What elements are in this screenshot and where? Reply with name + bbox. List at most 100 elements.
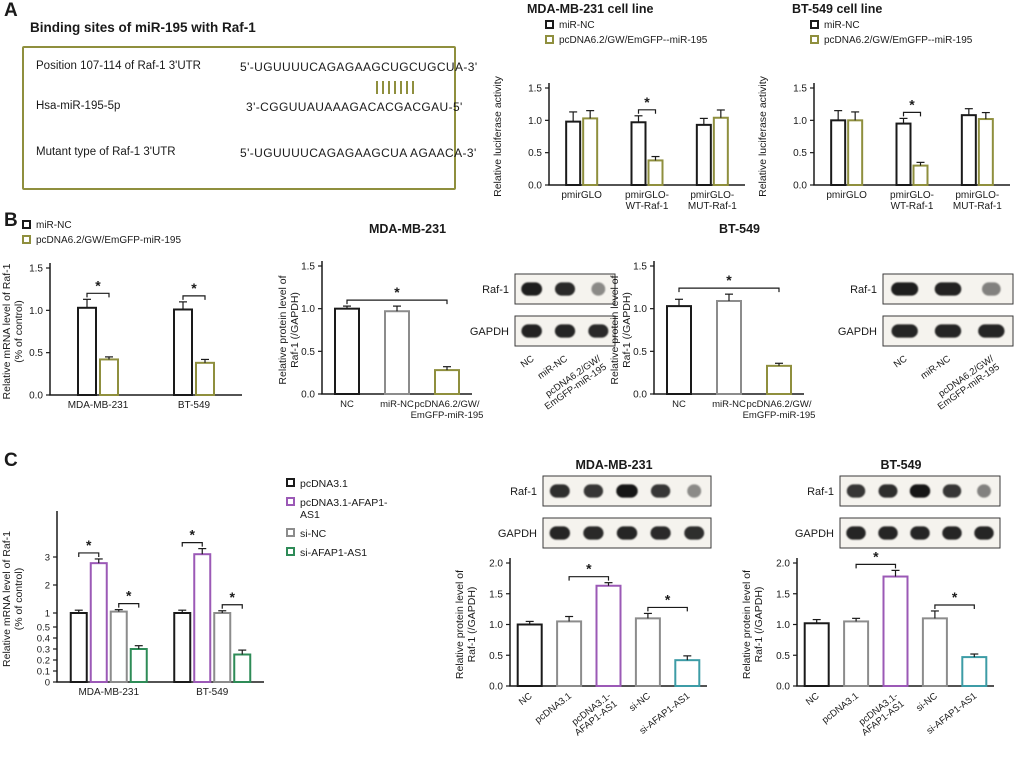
chart-rect bbox=[942, 526, 962, 540]
chart-text: pcDNA3.1-AFAP1-AS1 bbox=[854, 691, 907, 739]
chart-rect bbox=[909, 484, 931, 498]
legend-swatch bbox=[286, 547, 295, 557]
chart-text: * bbox=[95, 277, 101, 293]
chart-text: Raf-1 (/GAPDH) bbox=[289, 292, 301, 368]
chart-rect bbox=[213, 612, 232, 683]
chart-text: Relative mRNA level of Raf-1 bbox=[1, 263, 13, 399]
chart-text: si-NC bbox=[627, 691, 653, 714]
chart-rect bbox=[674, 659, 701, 687]
chart-title: MDA-MB-231 bbox=[575, 458, 653, 472]
chart-text: 1.0 bbox=[301, 304, 315, 315]
chart-mrna-raf1: miR-NC pcDNA6.2/GW/EmGFP-miR-195 0.0 0.5 1.… bbox=[1, 214, 274, 454]
chart-text: 0.0 bbox=[633, 390, 647, 401]
chart-text: 0.5 bbox=[528, 148, 542, 159]
chart-text: MDA-MB-231 bbox=[78, 687, 139, 698]
chart-text: pcDNA6.2/GW/ bbox=[415, 399, 480, 410]
chart-text: GAPDH bbox=[470, 326, 509, 338]
chart-rect bbox=[830, 119, 847, 186]
chart-text: NC bbox=[672, 399, 686, 410]
chart-text: * bbox=[586, 561, 592, 577]
chart-rect bbox=[716, 299, 742, 395]
chart-title: BT-549 cell line bbox=[792, 2, 883, 16]
chart-text: Relative protein level of bbox=[609, 275, 621, 384]
chart-rect bbox=[129, 648, 148, 683]
chart-text: * bbox=[665, 591, 671, 607]
chart-rect bbox=[521, 282, 543, 296]
chart-text: MUT-Raf-1 bbox=[953, 201, 1002, 212]
chart-text: 0.5 bbox=[301, 347, 315, 358]
chart-text: Relative protein level of bbox=[454, 570, 466, 679]
chart-text: Raf-1 (/GAPDH) bbox=[621, 292, 633, 368]
chart-rect bbox=[516, 623, 543, 687]
chart-rect bbox=[583, 526, 604, 540]
chart-legend: miR-NC pcDNA6.2/GW/EmGFP--miR-195 bbox=[545, 20, 707, 46]
chart-rect bbox=[630, 121, 647, 186]
protein-bar-chart-mda: 0.0 0.5 1.0 1.5 Relative protein level of Raf… bbox=[277, 261, 484, 421]
significance-bracket bbox=[934, 604, 975, 609]
chart-rect bbox=[554, 282, 576, 296]
chart-rect bbox=[634, 617, 661, 688]
chart-text: pmirGLO- bbox=[625, 190, 669, 201]
chart-text: pcDNA3.1 bbox=[820, 691, 861, 726]
chart-rect bbox=[981, 282, 1001, 296]
chart-rect bbox=[684, 526, 705, 540]
binding-box-title: Binding sites of miR-195 with Raf-1 bbox=[30, 20, 256, 35]
mirna-sequence: 3'-CGGUUAUAAAGACACGACGAU-5' bbox=[246, 100, 463, 114]
chart-rect bbox=[193, 553, 212, 683]
chart-rect bbox=[846, 484, 866, 498]
chart-text: NC bbox=[340, 399, 354, 410]
chart-text: miR-NC bbox=[919, 353, 953, 381]
chart-rect bbox=[846, 526, 866, 540]
chart-text: NC bbox=[892, 353, 910, 370]
chart-text: si-NC bbox=[914, 691, 940, 714]
chart-rect bbox=[934, 324, 962, 338]
legend-item: si-AFAP1-AS1 bbox=[286, 547, 392, 559]
legend-swatch bbox=[545, 20, 554, 29]
chart-rect bbox=[910, 526, 930, 540]
luciferase-bar-chart-bt: 0.0 0.5 1.0 1.5 Relative luciferase activity… bbox=[757, 75, 1010, 212]
chart-rect bbox=[891, 324, 918, 338]
chart-text: NC bbox=[804, 691, 822, 708]
chart-protein-raf1-mda: MDA-MB-231 0.0 0.5 1.0 1.5 Relative protein … bbox=[277, 222, 505, 457]
chart-text: GAPDH bbox=[838, 326, 877, 338]
mutant-utr-row-label: Mutant type of Raf-1 3'UTR bbox=[36, 146, 176, 158]
legend-item: pcDNA6.2/GW/EmGFP--miR-195 bbox=[810, 34, 972, 47]
chart-text: 0 bbox=[45, 678, 50, 689]
legend-item: si-NC bbox=[286, 528, 392, 540]
chart-rect bbox=[588, 324, 609, 338]
legend-swatch bbox=[286, 478, 295, 487]
chart-text: 0.0 bbox=[793, 181, 807, 192]
chart-text: EmGFP-miR-195 bbox=[411, 410, 484, 421]
chart-legend: miR-NC pcDNA6.2/GW/EmGFP--miR-195 bbox=[810, 20, 972, 46]
chart-rect bbox=[942, 484, 962, 498]
legend-swatch bbox=[286, 528, 295, 538]
chart-text: 1.0 bbox=[489, 620, 503, 631]
chart-text: miR-NC bbox=[380, 399, 414, 410]
legend-item: pcDNA3.1 bbox=[286, 478, 392, 490]
chart-text: 0.5 bbox=[776, 651, 790, 662]
significance-bracket bbox=[181, 542, 203, 547]
chart-text: 0.0 bbox=[301, 390, 315, 401]
chart-rect bbox=[891, 282, 919, 296]
chart-text: pmirGLO bbox=[561, 190, 602, 201]
chart-text: Relative luciferase activity bbox=[757, 75, 769, 197]
base-pair-tick bbox=[382, 81, 384, 94]
chart-protein-afap1-bt: BT-549 0.0 0.5 1.0 1.5 2.0 Relative protein l… bbox=[741, 458, 1020, 758]
chart-title: BT-549 bbox=[880, 458, 922, 472]
base-pair-tick bbox=[388, 81, 390, 94]
chart-title: BT-549 bbox=[719, 222, 760, 236]
chart-text: 1.5 bbox=[633, 262, 647, 273]
chart-text: pmirGLO bbox=[826, 190, 867, 201]
legend-label: pcDNA3.1-AFAP1-AS1 bbox=[300, 497, 388, 522]
significance-bracket bbox=[86, 292, 110, 298]
chart-text: 1.5 bbox=[528, 84, 542, 95]
chart-text: Relative luciferase activity bbox=[492, 75, 504, 197]
legend-label: pcDNA6.2/GW/EmGFP--miR-195 bbox=[559, 34, 708, 46]
chart-text: * bbox=[126, 588, 132, 604]
chart-rect bbox=[961, 656, 988, 688]
mrna-bar-chart: 0.0 0.5 1.0 1.5 Relative mRNA level of Raf-1… bbox=[1, 263, 242, 411]
chart-text: GAPDH bbox=[795, 528, 834, 540]
chart-rect bbox=[650, 526, 671, 540]
chart-text: miR-NC bbox=[919, 353, 953, 381]
